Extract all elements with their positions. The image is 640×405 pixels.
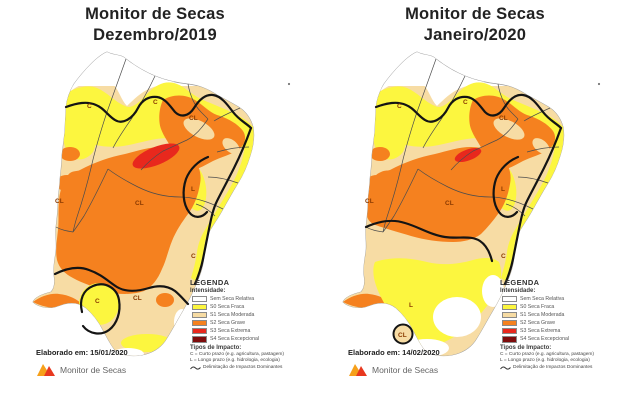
map-label-cl-oeste: CL	[55, 198, 64, 205]
map-impact-labels: C C CL CL CL L C L CL	[365, 99, 508, 339]
map-label-cl-sul: CL	[133, 295, 142, 302]
legend-title: LEGENDA	[190, 278, 230, 287]
panel-subtitle: Dezembro/2019	[93, 26, 217, 44]
swatch-sem-seca	[502, 295, 517, 303]
map-label-c-litoral: C	[501, 253, 506, 260]
legend-impact-line: C = Curto prazo (e.g. agricultura, pasta…	[500, 352, 594, 358]
map-label-c-sul: C	[95, 298, 100, 305]
legend-intensity-label: Intensidade:	[190, 288, 226, 294]
legend-item: S1 Seca Moderada	[502, 311, 624, 319]
elaborated-date-december: Elaborado em: 15/01/2020	[36, 348, 128, 357]
swatch-s2	[502, 319, 517, 327]
swatch-s3	[192, 327, 207, 335]
legend-item: S1 Seca Moderada	[192, 311, 314, 319]
legend-item: Sem Seca Relativa	[502, 295, 624, 303]
map-label-cl-nordeste: CL	[499, 115, 508, 122]
swatch-s0	[192, 303, 207, 311]
panel-subtitle: Janeiro/2020	[423, 26, 527, 44]
legend-item: S2 Seca Grave	[502, 319, 624, 327]
monitor-logo-row: Monitor de Secas	[36, 361, 126, 378]
map-label-c-ceara: C	[463, 99, 468, 106]
monitor-logo-row: Monitor de Secas	[348, 361, 438, 378]
legend-item: S2 Seca Grave	[192, 319, 314, 327]
map-label-cl-oeste: CL	[365, 198, 374, 205]
title-january-panel: Monitor de Secas Janeiro/2020	[320, 4, 630, 46]
panel-title: Monitor de Secas	[405, 5, 545, 23]
drought-map-january: C C CL CL CL L C L CL	[342, 51, 601, 357]
panel-title: Monitor de Secas	[85, 5, 225, 23]
island-dot	[597, 82, 601, 86]
legend-delimit-row: Delimitação de Impactos Dominantes	[190, 365, 314, 371]
legend-impact-line: C = Curto prazo (e.g. agricultura, pasta…	[190, 352, 284, 358]
swatch-s4	[192, 336, 207, 343]
legend-item: S0 Seca Fraca	[502, 303, 624, 311]
swatch-s2	[192, 319, 207, 327]
swatch-s1	[502, 311, 517, 319]
map-label-cl-centro: CL	[445, 200, 454, 207]
swatch-s0	[502, 303, 517, 311]
logo-text: Monitor de Secas	[60, 364, 127, 375]
island-dot	[287, 82, 291, 86]
swatch-sem-seca	[192, 295, 207, 303]
wavy-line-icon	[190, 366, 201, 370]
swatch-s4	[502, 336, 517, 343]
map-label-cl-centro: CL	[135, 200, 144, 207]
monitor-de-secas-logo-icon	[37, 364, 55, 376]
map-label-cl-nordeste: CL	[189, 115, 198, 122]
legend-december: LEGENDA Intensidade: Sem Seca Relativa S…	[190, 278, 314, 371]
map-label-l-leste: L	[501, 186, 505, 193]
map-impact-labels: C C CL CL CL L C C CL	[55, 99, 198, 305]
legend-impact-line: L = Longo prazo (e.g. hidrologia, ecolog…	[190, 358, 280, 364]
logo-text: Monitor de Secas	[372, 364, 439, 375]
monitor-de-secas-logo-icon	[349, 364, 367, 376]
map-label-c-maranhao: C	[87, 103, 92, 110]
map-label-l-sul: L	[409, 302, 413, 309]
legend-item: S3 Seca Extrema	[502, 327, 624, 335]
legend-impact-title: Tipos de Impacto:	[190, 345, 242, 352]
map-label-c-ceara: C	[153, 99, 158, 106]
wavy-line-icon	[500, 366, 511, 370]
legend-intensity-label: Intensidade:	[500, 288, 536, 294]
map-label-c-maranhao: C	[397, 103, 402, 110]
map-label-cl-sul-circulado: CL	[398, 332, 407, 339]
legend-item: Sem Seca Relativa	[192, 295, 314, 303]
legend-title: LEGENDA	[500, 278, 540, 287]
legend-item: S4 Seca Excepcional	[192, 336, 314, 343]
legend-delimit-row: Delimitação de Impactos Dominantes	[500, 365, 624, 371]
swatch-s1	[192, 311, 207, 319]
swatch-s3	[502, 327, 517, 335]
legend-item: S4 Seca Excepcional	[502, 336, 624, 343]
legend-impact-line: L = Longo prazo (e.g. hidrologia, ecolog…	[500, 358, 590, 364]
legend-january: LEGENDA Intensidade: Sem Seca Relativa S…	[500, 278, 624, 371]
title-december-panel: Monitor de Secas Dezembro/2019	[0, 4, 310, 46]
drought-map-december: C C CL CL CL L C C CL	[32, 51, 291, 357]
map-label-l-leste: L	[191, 186, 195, 193]
legend-impact-title: Tipos de Impacto:	[500, 345, 552, 352]
legend-item: S0 Seca Fraca	[192, 303, 314, 311]
elaborated-date-january: Elaborado em: 14/02/2020	[348, 348, 440, 357]
legend-item: S3 Seca Extrema	[192, 327, 314, 335]
map-label-c-litoral: C	[191, 253, 196, 260]
